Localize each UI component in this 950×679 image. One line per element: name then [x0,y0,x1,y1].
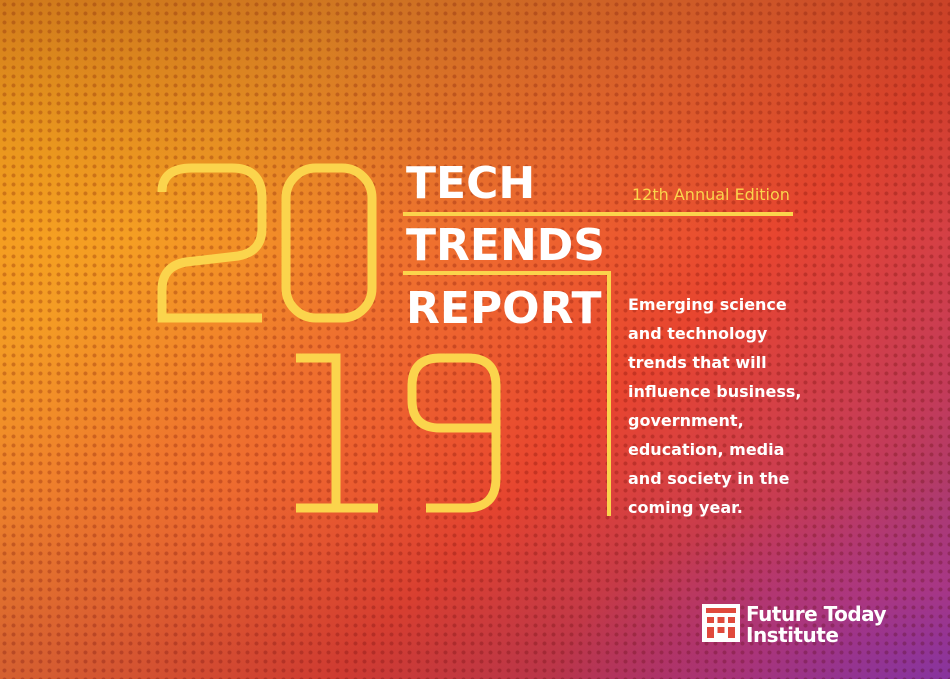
year-digit-2 [157,163,267,323]
tagline-line: government, [628,411,744,430]
title-line-tech: TECH [406,158,536,209]
year-digit-1 [296,353,378,513]
tagline-line: influence business, [628,382,802,401]
building-grid-icon [702,604,740,642]
tagline-line: Emerging science [628,295,787,314]
publisher-logo: Future Today Institute [702,604,902,648]
tagline-line: and society in the [628,469,790,488]
title-rule-top [403,212,793,216]
tagline: Emerging science and technology trends t… [628,290,928,522]
tagline-line: trends that will [628,353,767,372]
publisher-name-line2: Institute [746,623,839,647]
title-line-report: REPORT [406,283,602,334]
tagline-line: coming year. [628,498,743,517]
tagline-line: education, media [628,440,785,459]
publisher-name: Future Today Institute [746,602,887,647]
edition-label: 12th Annual Edition [632,185,790,204]
title-rule-middle [403,271,610,275]
publisher-name-line1: Future Today [746,602,887,626]
title-line-trends: TRENDS [406,220,605,271]
year-digit-0 [281,163,377,323]
tagline-line: and technology [628,324,768,343]
tagline-divider [607,271,611,516]
year-digit-9 [407,353,501,513]
